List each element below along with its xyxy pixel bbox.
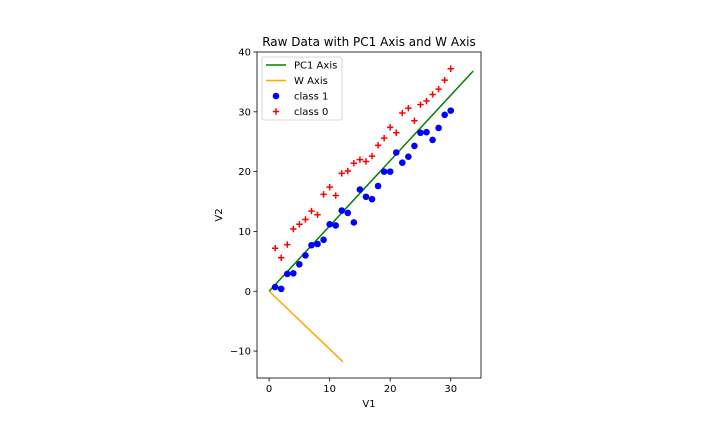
data-point bbox=[326, 183, 333, 191]
x-tick-label: 0 bbox=[266, 384, 272, 395]
data-point bbox=[356, 186, 364, 193]
data-point bbox=[380, 134, 388, 142]
series-line bbox=[268, 290, 344, 363]
data-point bbox=[386, 124, 394, 131]
legend-label: PC1 Axis bbox=[294, 61, 337, 72]
y-tick-label: 10 bbox=[238, 227, 251, 238]
legend-label: W Axis bbox=[294, 76, 328, 87]
x-axis-label: V1 bbox=[362, 399, 375, 410]
data-point bbox=[338, 207, 346, 214]
legend-label: class 0 bbox=[294, 107, 328, 118]
data-point bbox=[271, 283, 279, 291]
data-point bbox=[392, 149, 400, 156]
x-tick-label: 20 bbox=[384, 384, 397, 395]
data-point bbox=[380, 168, 388, 175]
data-point bbox=[417, 101, 424, 108]
data-point bbox=[417, 129, 424, 137]
data-point bbox=[314, 240, 321, 248]
y-tick-label: −10 bbox=[230, 347, 251, 358]
data-point bbox=[302, 252, 309, 259]
x-tick-label: 10 bbox=[323, 384, 336, 395]
data-point bbox=[435, 85, 442, 93]
data-point bbox=[429, 91, 436, 98]
data-point bbox=[350, 160, 358, 167]
series-class-1 bbox=[271, 107, 455, 293]
data-point bbox=[368, 195, 376, 203]
plot-frame bbox=[256, 51, 482, 379]
data-point bbox=[314, 211, 321, 218]
data-point bbox=[386, 168, 394, 175]
chart-title: Raw Data with PC1 Axis and W Axis bbox=[262, 35, 476, 49]
data-point bbox=[284, 241, 291, 248]
data-point bbox=[405, 105, 412, 112]
data-point bbox=[423, 97, 430, 105]
legend-item: class 1 bbox=[272, 92, 328, 103]
data-point bbox=[356, 156, 364, 163]
data-point bbox=[344, 209, 352, 217]
legend-box bbox=[261, 56, 343, 121]
data-point bbox=[393, 129, 400, 136]
data-point bbox=[362, 158, 370, 165]
data-point bbox=[308, 207, 315, 215]
data-point bbox=[368, 152, 376, 160]
legend-swatch bbox=[272, 92, 280, 100]
data-point bbox=[332, 222, 340, 229]
y-tick-label: 20 bbox=[238, 167, 251, 178]
data-point bbox=[447, 65, 454, 72]
data-point bbox=[429, 136, 436, 144]
x-axis: 0 10 20 30 bbox=[266, 378, 457, 395]
y-axis: −10 0 10 20 30 40 bbox=[230, 48, 257, 358]
data-point bbox=[350, 219, 358, 226]
data-point bbox=[374, 182, 382, 190]
data-point bbox=[320, 236, 327, 244]
data-point bbox=[277, 285, 285, 293]
plot-area bbox=[268, 65, 474, 363]
data-point bbox=[399, 109, 406, 117]
data-point bbox=[411, 117, 418, 124]
legend-item: PC1 Axis bbox=[266, 61, 337, 72]
data-point bbox=[398, 159, 406, 166]
data-point bbox=[338, 170, 345, 177]
data-point bbox=[302, 216, 309, 223]
y-tick-label: 0 bbox=[245, 287, 251, 298]
data-point bbox=[271, 244, 279, 252]
data-point bbox=[344, 167, 352, 175]
legend-item: W Axis bbox=[266, 76, 328, 87]
series-class-0 bbox=[271, 65, 454, 261]
data-point bbox=[362, 193, 370, 201]
data-point bbox=[441, 76, 448, 84]
data-point bbox=[320, 191, 327, 198]
data-point bbox=[296, 221, 303, 228]
legend-label: class 1 bbox=[294, 92, 328, 103]
data-point bbox=[405, 153, 412, 160]
data-point bbox=[447, 107, 455, 114]
data-point bbox=[326, 220, 333, 228]
data-point bbox=[308, 241, 315, 249]
data-point bbox=[423, 128, 430, 136]
data-point bbox=[290, 225, 297, 233]
data-point bbox=[290, 270, 297, 277]
y-tick-label: 40 bbox=[238, 48, 251, 59]
data-point bbox=[411, 142, 418, 150]
data-point bbox=[435, 124, 442, 132]
legend-item: class 0 bbox=[272, 107, 328, 118]
y-axis-label: V2 bbox=[214, 208, 225, 221]
y-tick-label: 30 bbox=[238, 107, 251, 118]
series-w-axis bbox=[268, 290, 344, 363]
data-point bbox=[296, 261, 303, 268]
data-point bbox=[332, 192, 339, 199]
data-point bbox=[374, 142, 382, 149]
legend: PC1 Axis W Axis class 1 class 0 bbox=[261, 56, 343, 121]
data-point bbox=[283, 270, 291, 278]
data-point bbox=[278, 254, 285, 261]
x-tick-label: 30 bbox=[444, 384, 457, 395]
legend-swatch bbox=[272, 108, 280, 115]
data-point bbox=[441, 111, 448, 119]
